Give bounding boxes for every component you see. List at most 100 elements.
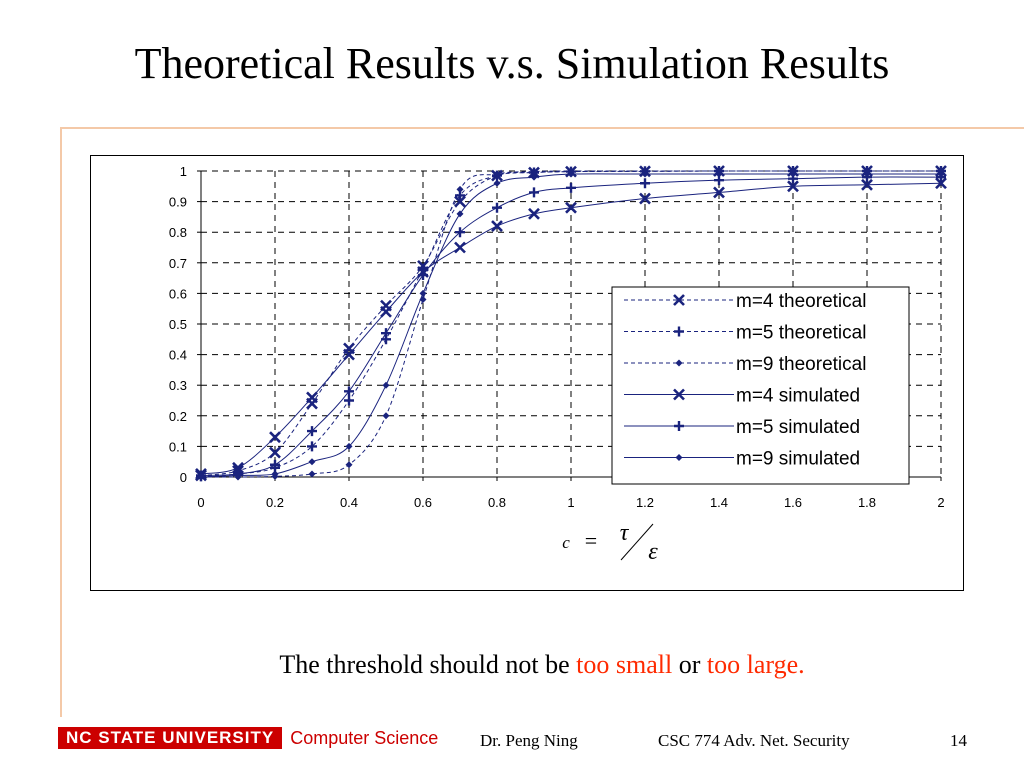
title-divider (60, 127, 1024, 129)
y-tick-label: 0.2 (169, 409, 187, 424)
data-point-4 (381, 328, 391, 339)
data-point-5 (197, 473, 205, 481)
series-line-1 (200, 170, 941, 477)
data-point-5 (234, 471, 242, 479)
x-tick-label: 0.4 (340, 495, 358, 510)
data-point-5 (937, 170, 945, 178)
y-tick-label: 0.6 (169, 286, 187, 301)
legend-marker (674, 326, 684, 337)
legend-label: m=4 simulated (736, 386, 860, 407)
data-point-5 (345, 442, 353, 450)
data-point-4 (344, 386, 354, 397)
x-axis-label-equals: = (585, 528, 597, 553)
data-point-4 (529, 187, 539, 198)
data-point-5 (456, 210, 464, 218)
data-point-1 (307, 441, 317, 452)
data-point-4 (566, 182, 576, 193)
data-point-3 (232, 461, 244, 474)
caption-text-2: or (672, 650, 707, 679)
data-point-5 (789, 170, 797, 178)
x-tick-label: 1.4 (710, 495, 728, 510)
legend-marker (673, 294, 685, 306)
footer-author: Dr. Peng Ning (480, 731, 578, 750)
slide-caption: The threshold should not be too small or… (0, 650, 1024, 680)
legend-marker (673, 388, 685, 401)
data-point-5 (641, 170, 649, 178)
x-axis-label-denominator: ε (648, 539, 658, 565)
x-tick-label: 2 (937, 495, 944, 510)
data-point-5 (419, 289, 427, 297)
data-point-5 (530, 173, 538, 181)
data-point-4 (455, 227, 465, 238)
caption-text-1: The threshold should not be (279, 650, 577, 679)
data-point-4 (492, 202, 502, 213)
x-tick-label: 1 (567, 495, 574, 510)
x-tick-label: 0.2 (266, 495, 284, 510)
data-point-3 (306, 391, 318, 404)
page-number: 14 (950, 731, 967, 750)
legend-marker (674, 421, 684, 431)
data-point-5 (715, 170, 723, 178)
data-point-5 (271, 470, 279, 478)
y-tick-label: 0.3 (169, 378, 187, 393)
x-axis-label-numerator: τ (620, 520, 630, 546)
y-tick-label: 0.8 (169, 225, 187, 240)
legend-label: m=5 simulated (736, 417, 860, 438)
data-point-5 (382, 381, 390, 389)
legend-box (611, 286, 910, 485)
x-tick-label: 1.6 (784, 495, 802, 510)
data-point-4 (270, 459, 280, 470)
legend-marker (675, 359, 683, 367)
chart-frame: 0 0.2 0.4 0.6 0.8 1 1.2 1.4 1.6 1.8 2 0 0.1 0.2 0.3 0.4… (90, 155, 964, 591)
series-line-2 (200, 170, 941, 478)
data-point-2 (530, 168, 538, 176)
university-name: NC STATE UNIVERSITY (58, 727, 283, 749)
y-tick-label: 0 (180, 470, 187, 485)
x-tick-label: 0.8 (488, 495, 506, 510)
chart-plot: 0 0.2 0.4 0.6 0.8 1 1.2 1.4 1.6 1.8 2 0 0.1 0.2 0.3 0.4… (169, 164, 947, 565)
data-point-5 (567, 170, 575, 178)
y-tick-label: 0.4 (169, 348, 187, 363)
x-axis-label-slash (620, 523, 654, 561)
data-point-4 (418, 270, 428, 281)
x-tick-label: 1.2 (636, 495, 654, 510)
legend-label: m=4 theoretical (736, 291, 866, 312)
data-point-3 (343, 348, 355, 361)
x-tick-label: 0.6 (414, 495, 432, 510)
data-point-3 (491, 220, 503, 232)
y-tick-label: 1 (180, 164, 187, 179)
data-point-5 (493, 179, 501, 187)
data-point-3 (454, 241, 466, 254)
footer-course: CSC 774 Adv. Net. Security (658, 731, 850, 750)
data-point-2 (382, 412, 390, 420)
data-point-3 (528, 207, 540, 220)
data-point-4 (640, 178, 650, 189)
data-point-2 (308, 470, 316, 478)
legend-label: m=9 simulated (736, 449, 860, 470)
legend-label: m=5 theoretical (736, 323, 866, 344)
data-point-2 (456, 185, 464, 193)
legend-marker (675, 454, 683, 461)
data-point-1 (344, 395, 354, 406)
series-line-3 (200, 182, 942, 475)
data-point-3 (269, 431, 281, 444)
data-point-3 (639, 192, 651, 205)
y-tick-label: 0.9 (169, 195, 187, 210)
series-line-4 (200, 176, 942, 476)
series-line-5 (200, 173, 941, 478)
data-point-3 (861, 178, 873, 191)
x-tick-label: 1.8 (858, 495, 876, 510)
data-point-3 (713, 186, 725, 199)
data-point-3 (380, 305, 392, 318)
data-point-5 (308, 458, 316, 466)
data-point-5 (863, 170, 871, 178)
caption-emphasis-small: too small (576, 650, 673, 679)
data-point-4 (307, 426, 317, 437)
slide-title: Theoretical Results v.s. Simulation Resu… (134, 39, 890, 88)
university-logo: NC STATE UNIVERSITY Computer Science (58, 727, 438, 749)
y-tick-label: 0.1 (169, 439, 187, 454)
left-divider (60, 127, 62, 717)
data-point-0 (454, 195, 466, 208)
caption-emphasis-large: too large. (706, 650, 805, 679)
legend-label: m=9 theoretical (736, 354, 866, 375)
